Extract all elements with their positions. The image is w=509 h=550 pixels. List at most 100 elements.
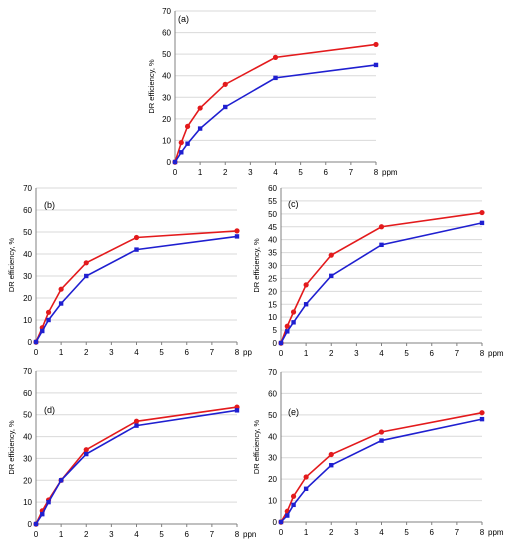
panel-label: (c): [288, 199, 299, 209]
data-point-red: [284, 323, 290, 329]
y-tick-label: 50: [162, 50, 171, 59]
data-point-blue: [278, 340, 284, 346]
y-tick-label: 10: [268, 497, 277, 506]
chart-panel: 0 10 20 30 40 50 60 70 0 1 2 3 4 5 6 7 8 pp DR efficiency,…: [7, 184, 252, 357]
y-tick-label: 5: [273, 326, 278, 335]
data-point-blue: [291, 320, 296, 325]
y-tick-label: 10: [23, 498, 32, 507]
data-point-blue: [285, 329, 290, 334]
y-tick-label: 15: [268, 300, 277, 309]
x-tick-label: 3: [248, 168, 253, 177]
data-point-blue: [479, 220, 485, 226]
data-point-blue: [285, 513, 290, 518]
x-tick-label: 4: [273, 168, 278, 177]
x-tick-label: 7: [455, 349, 460, 358]
data-point-blue: [329, 273, 334, 279]
data-point-blue: [303, 486, 309, 491]
data-point-red: [378, 224, 385, 230]
data-point-blue: [134, 247, 139, 252]
x-tick-label: 0: [34, 530, 39, 539]
data-point-red: [479, 410, 485, 416]
y-tick-label: 20: [23, 294, 32, 303]
x-tick-label: 1: [304, 528, 309, 537]
x-tick-label: 4: [134, 348, 139, 357]
y-tick-label: 70: [268, 368, 277, 377]
panel-label: (e): [288, 407, 299, 417]
series-line-red: [174, 43, 377, 163]
x-tick-label: 5: [159, 348, 164, 357]
y-tick-label: 45: [268, 223, 277, 232]
data-point-blue: [46, 499, 51, 505]
y-tick-label: 10: [268, 313, 277, 322]
x-unit-label: ppm: [488, 528, 504, 537]
data-point-red: [373, 41, 379, 48]
x-tick-label: 3: [109, 530, 114, 539]
y-axis-title: DR efficiency, %: [7, 238, 16, 293]
x-tick-label: 7: [455, 528, 460, 537]
y-tick-label: 50: [268, 210, 277, 219]
y-axis-title: DR efficiency, %: [252, 238, 261, 293]
panel-label: (a): [178, 14, 189, 24]
series-line-blue: [280, 222, 483, 344]
series-line-red: [280, 211, 483, 344]
data-point-blue: [379, 242, 384, 248]
x-tick-label: 8: [235, 530, 240, 539]
x-tick-label: 1: [304, 349, 309, 358]
x-tick-label: 5: [298, 168, 303, 177]
x-tick-label: 2: [223, 168, 228, 177]
x-tick-label: 5: [159, 530, 164, 539]
data-point-blue: [84, 273, 89, 279]
y-tick-label: 0: [167, 158, 172, 167]
y-tick-label: 20: [162, 115, 171, 124]
x-tick-label: 3: [354, 528, 359, 537]
data-point-red: [222, 81, 228, 87]
data-point-blue: [234, 234, 240, 239]
x-tick-label: 3: [354, 349, 359, 358]
x-tick-label: 2: [329, 349, 334, 358]
y-tick-label: 60: [23, 206, 32, 215]
data-point-blue: [84, 451, 89, 457]
panel-label: (d): [44, 405, 55, 415]
data-point-red: [58, 286, 64, 292]
data-point-blue: [373, 62, 379, 68]
data-point-blue: [33, 521, 39, 527]
data-point-red: [83, 447, 89, 453]
data-point-blue: [179, 150, 184, 155]
y-tick-label: 35: [268, 249, 277, 258]
y-axis-title: DR efficiency, %: [7, 420, 16, 475]
y-tick-label: 40: [23, 433, 32, 442]
x-tick-label: 2: [84, 530, 89, 539]
data-point-blue: [278, 519, 284, 525]
data-point-red: [45, 309, 52, 315]
y-tick-label: 60: [268, 389, 277, 398]
data-point-red: [479, 209, 485, 216]
x-tick-label: 6: [430, 528, 435, 537]
x-tick-label: 8: [480, 528, 485, 537]
x-tick-label: 3: [109, 348, 114, 357]
x-tick-label: 7: [210, 348, 215, 357]
x-tick-label: 4: [134, 530, 139, 539]
y-tick-label: 50: [268, 411, 277, 420]
data-point-blue: [273, 75, 278, 81]
data-point-blue: [172, 159, 178, 165]
data-point-blue: [303, 302, 309, 307]
data-point-red: [328, 252, 334, 258]
data-point-blue: [197, 126, 203, 131]
data-point-blue: [33, 339, 39, 345]
y-tick-label: 30: [23, 454, 32, 463]
x-tick-label: 0: [279, 528, 284, 537]
y-tick-label: 55: [268, 197, 277, 206]
y-tick-label: 10: [162, 136, 171, 145]
y-tick-label: 60: [162, 29, 171, 38]
y-tick-label: 70: [23, 184, 32, 193]
x-tick-label: 7: [349, 168, 354, 177]
x-tick-label: 4: [379, 349, 384, 358]
x-unit-label: ppm: [488, 349, 504, 358]
x-tick-label: 8: [480, 349, 485, 358]
y-tick-label: 70: [23, 367, 32, 376]
y-tick-label: 30: [23, 272, 32, 281]
data-point-red: [234, 228, 240, 234]
y-tick-label: 20: [268, 287, 277, 296]
x-tick-label: 6: [185, 348, 190, 357]
chart-panel: 0 10 20 30 40 50 60 70 0 1 2 3 4 5 6 7 8 ppm DR efficiency…: [147, 7, 398, 177]
